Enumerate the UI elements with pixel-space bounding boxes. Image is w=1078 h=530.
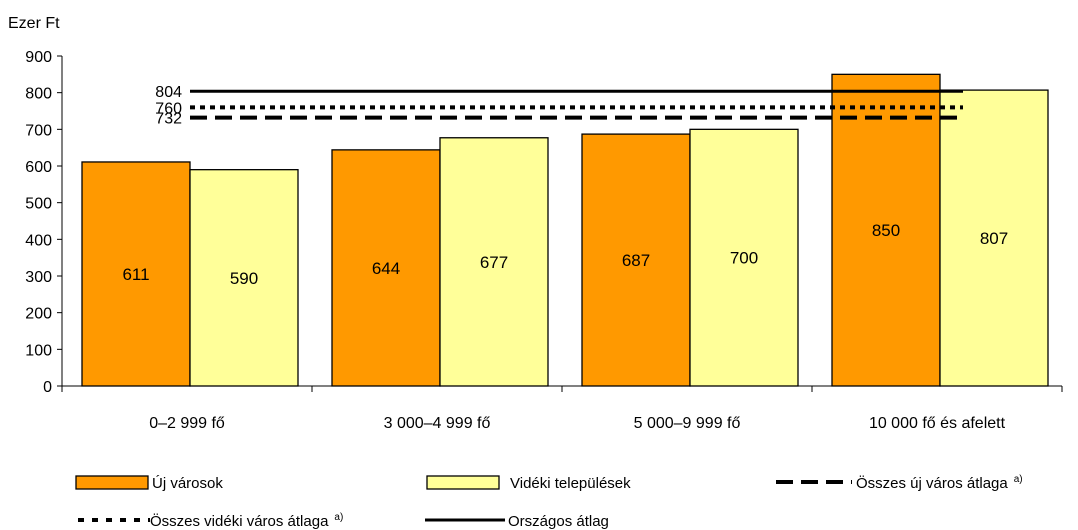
bar [581, 133, 691, 387]
reference-line-label: 760 [155, 100, 182, 117]
x-category-label: 3 000–4 999 fő [384, 415, 491, 432]
y-tick-label: 800 [25, 86, 52, 103]
y-axis-unit-label: Ezer Ft [8, 15, 60, 32]
bar [81, 161, 191, 387]
legend-label-uj-varosok: Új városok [152, 475, 223, 492]
x-category-label: 0–2 999 fő [149, 415, 225, 432]
y-tick-label: 200 [25, 306, 52, 323]
bar-value-label: 687 [622, 251, 650, 270]
legend-swatch-videki-telepulesek [426, 475, 500, 490]
bar-value-label: 677 [480, 253, 508, 272]
legend-label-videki-telepulesek: Vidéki települések [510, 475, 631, 492]
bar-value-label: 807 [980, 229, 1008, 248]
x-category-label: 5 000–9 999 fő [634, 415, 741, 432]
legend-swatch-uj-varosok [75, 475, 149, 490]
bar-value-label: 644 [372, 259, 400, 278]
bar [939, 89, 1049, 387]
axes-layer: 0 100 200 300 400 500 600 700 800 900 Ezer Ft 0–2 9… [8, 15, 1063, 432]
reference-line-label: 732 [155, 111, 182, 128]
y-tick-label: 500 [25, 196, 52, 213]
y-tick-label: 600 [25, 159, 52, 176]
bars-layer [81, 73, 1049, 387]
y-tick-label: 300 [25, 269, 52, 286]
y-tick-label: 900 [25, 49, 52, 66]
legend-label-videki-varos-atlag: Összes vidéki város átlaga a) [150, 512, 343, 530]
bar [331, 149, 441, 387]
reference-line-label: 804 [155, 84, 182, 101]
y-tick-label: 400 [25, 232, 52, 249]
y-tick-label: 0 [43, 379, 52, 396]
bar-value-label: 850 [872, 221, 900, 240]
legend-label-orszagos-atlag: Országos átlag [508, 513, 609, 530]
x-category-label: 10 000 fő és afelett [869, 415, 1006, 432]
bar-value-label: 700 [730, 249, 758, 268]
bar [831, 73, 941, 387]
bar [189, 169, 299, 387]
bar-value-label: 590 [230, 269, 258, 288]
legend: Új városok Vidéki települések Összes új vá… [75, 474, 1023, 530]
legend-label-uj-varos-atlag: Összes új város átlaga a) [856, 474, 1023, 492]
y-tick-label: 700 [25, 122, 52, 139]
bar [439, 137, 549, 387]
y-tick-label: 100 [25, 342, 52, 359]
reference-lines-layer [190, 89, 963, 120]
bar-value-label: 611 [122, 265, 149, 284]
